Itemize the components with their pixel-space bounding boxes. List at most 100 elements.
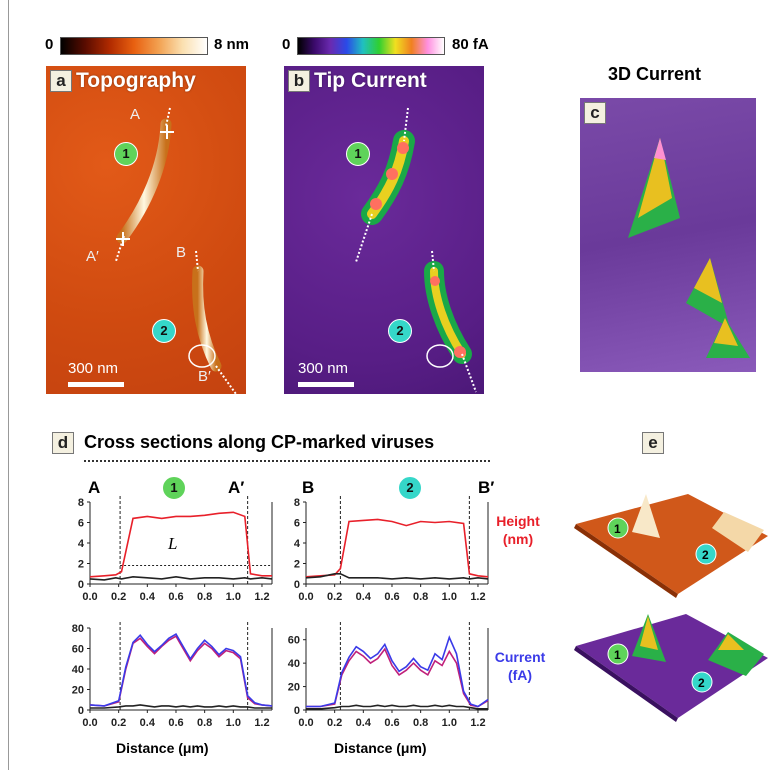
series-line-0	[305, 518, 489, 578]
point-A-prime-label: A′	[86, 248, 99, 265]
x-tick-label: 1.0	[442, 717, 457, 729]
virus-2-topography	[192, 265, 222, 372]
virus-2-badge-e2	[691, 671, 713, 693]
x-tick-label: 0.8	[197, 591, 212, 603]
x-tick-label: 1.0	[226, 717, 241, 729]
series-line-1	[89, 575, 273, 581]
y-tick-label: 4	[78, 538, 85, 550]
series-line-0	[89, 635, 273, 707]
virus-2-badge-e1-text: 2	[702, 548, 709, 562]
x-tick-label: 1.2	[470, 591, 485, 603]
y-tick-label: 60	[72, 644, 84, 656]
current-profile-2: 0 20 40 60 0.0 0.2 0.4 0.6 0.8 1.0 1.2	[288, 622, 489, 729]
x-tick-label: 0.4	[140, 591, 156, 603]
panel-tag-a: a	[50, 70, 72, 92]
y-tick-label: 40	[288, 658, 300, 670]
x-tick-label: 1.2	[470, 717, 485, 729]
series-line-1	[305, 573, 489, 580]
topography-title: Topography	[76, 69, 196, 92]
y-tick-label: 20	[72, 685, 84, 697]
y-tick-label: 60	[288, 635, 300, 647]
current-profile-1: 0 20 40 60 80 0.0 0.2 0.4 0.6 0.8 1.0 1.2	[72, 622, 273, 729]
x-tick-label: 0.6	[384, 591, 399, 603]
current-label-line2: (fA)	[507, 667, 533, 683]
label-A: A	[88, 478, 101, 497]
label-B-prime: B′	[478, 478, 495, 497]
virus-1-badge-e1-text: 1	[614, 522, 621, 536]
height-axis-label: Height (nm)	[478, 512, 558, 548]
current-cbar-min: 0	[282, 36, 291, 53]
x-tick-label: 0.4	[356, 717, 372, 729]
x-tick-label: 0.2	[327, 591, 342, 603]
y-tick-label: 0	[294, 705, 300, 717]
y-tick-label: 40	[72, 664, 84, 676]
height-label-line2: (nm)	[502, 531, 534, 547]
virus-1-badge-e1	[607, 517, 629, 539]
virus-1-topography	[116, 118, 172, 244]
3d-current-title: 3D Current	[608, 64, 702, 84]
virus-1-badge-a: 1	[114, 142, 138, 166]
x-tick-label: 0.6	[384, 717, 399, 729]
series-line-1	[89, 633, 273, 707]
x-tick-label: 0.4	[356, 591, 372, 603]
virus-2-badge-d: 2	[398, 476, 422, 500]
topo-colorbar	[60, 37, 208, 55]
y-tick-label: 2	[78, 559, 84, 571]
point-B-label: B	[176, 244, 187, 261]
series-line-0	[306, 647, 489, 708]
y-tick-label: 0	[78, 579, 84, 591]
virus-1-badge-e2	[607, 643, 629, 665]
virus-1-badge-b: 1	[346, 142, 370, 166]
x-tick-label: 0.0	[82, 591, 97, 603]
x-tick-label: 0.0	[298, 591, 313, 603]
point-B-prime-label: B′	[198, 368, 211, 385]
y-tick-label: 80	[72, 623, 84, 635]
x-tick-label: 1.0	[226, 591, 241, 603]
series-line-1	[306, 635, 489, 708]
x-tick-label: 0.8	[413, 717, 428, 729]
tip-current-title: Tip Current	[314, 69, 427, 92]
x-tick-label: 0.6	[168, 717, 183, 729]
point-A-label: A	[130, 106, 141, 123]
panel-tag-e: e	[642, 432, 664, 454]
scale-bar-a	[68, 382, 124, 387]
virus-1-badge-d: 1	[162, 476, 186, 500]
xlabel-right: Distance (μm)	[334, 740, 427, 756]
current-cbar-max: 80 fA	[452, 36, 489, 53]
xlabel-left: Distance (μm)	[116, 740, 209, 756]
panel-tag-c: c	[584, 102, 606, 124]
marker-circle-a	[188, 344, 216, 368]
x-tick-label: 1.2	[254, 591, 269, 603]
tip-current-image: b Tip Current 1 2 300 nm	[284, 66, 484, 394]
virus-2-badge-b: 2	[388, 319, 412, 343]
x-tick-label: 0.8	[413, 591, 428, 603]
height-profile-2: 0 2 4 6 8 0.0 0.2 0.4 0.6 0.8 1.0 1.2	[294, 496, 489, 603]
y-tick-label: 8	[294, 497, 300, 509]
virus-1-badge-e2-text: 1	[614, 648, 621, 662]
x-tick-label: 1.0	[442, 591, 457, 603]
current-label-line1: Current	[494, 649, 546, 665]
title-dotted-rule	[84, 460, 490, 462]
current-axis-label: Current (fA)	[478, 648, 562, 684]
3d-current-image: c	[580, 98, 756, 372]
x-tick-label: 1.2	[254, 717, 269, 729]
panel-tag-b: b	[288, 70, 310, 92]
length-label: L	[168, 534, 178, 553]
y-tick-label: 20	[288, 682, 300, 694]
topo-cbar-min: 0	[45, 36, 54, 53]
scale-label-b: 300 nm	[298, 360, 349, 377]
virus-2-badge-e2-text: 2	[698, 676, 705, 690]
topography-image: a Topography A A′ B B′ 1 2 300 nm	[46, 66, 246, 394]
page-left-rule	[8, 0, 9, 770]
virus-2-badge-a: 2	[152, 319, 176, 343]
current-colorbar	[297, 37, 445, 55]
y-tick-label: 6	[78, 518, 84, 530]
y-tick-label: 4	[294, 538, 301, 550]
series-line-2	[90, 704, 272, 709]
y-tick-label: 6	[294, 518, 300, 530]
cross-sections-title: Cross sections along CP-marked viruses	[84, 432, 435, 452]
panel-tag-d: d	[52, 432, 74, 454]
3d-current-e: 1 2	[574, 614, 768, 722]
scale-label-a: 300 nm	[68, 360, 119, 377]
virus-2-badge-e1	[695, 543, 717, 565]
